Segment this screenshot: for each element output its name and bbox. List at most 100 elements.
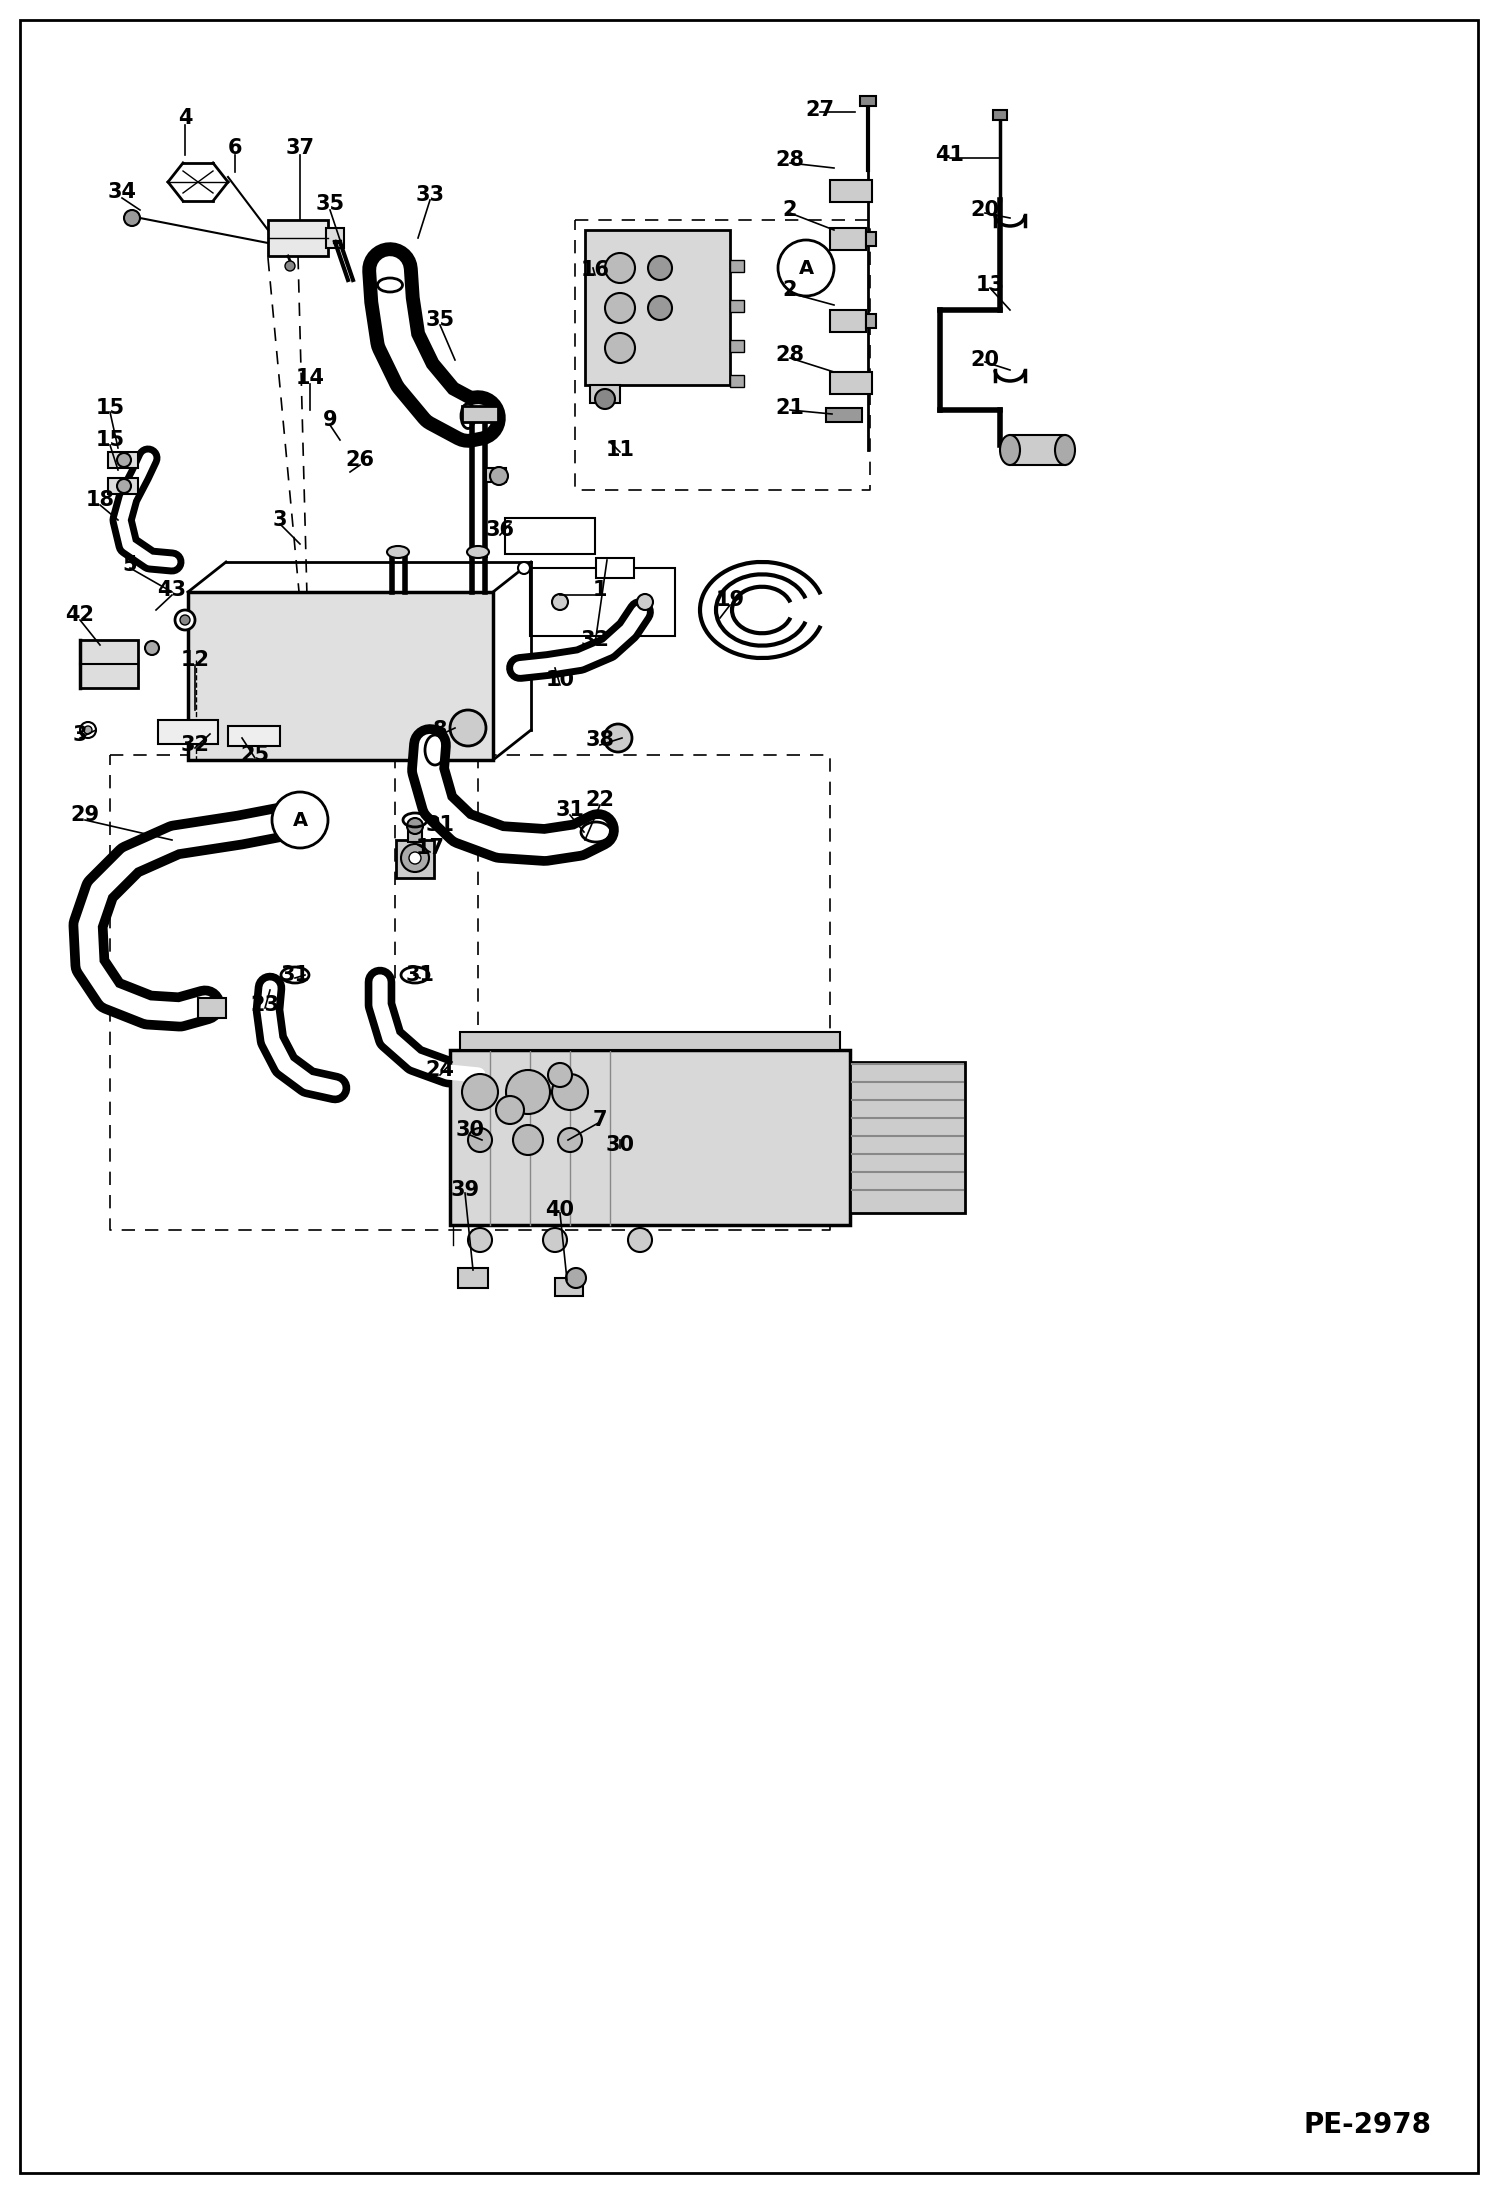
Bar [866, 314, 876, 329]
Bar [830, 228, 866, 250]
Circle shape [407, 818, 422, 833]
Circle shape [512, 1125, 542, 1156]
Circle shape [566, 1268, 586, 1287]
Text: 14: 14 [295, 368, 325, 388]
Circle shape [551, 594, 568, 610]
Circle shape [117, 478, 130, 493]
Text: 7: 7 [593, 1110, 607, 1129]
Text: 34: 34 [108, 182, 136, 202]
Bar [485, 467, 506, 482]
Text: 31: 31 [425, 816, 454, 836]
Text: 26: 26 [346, 450, 374, 469]
Bar [586, 230, 730, 386]
Text: 9: 9 [322, 410, 337, 430]
Bar [730, 375, 745, 386]
Text: 31: 31 [556, 800, 584, 820]
Ellipse shape [1001, 434, 1020, 465]
Bar [860, 96, 876, 105]
Text: 2: 2 [783, 281, 797, 300]
Text: 42: 42 [66, 605, 94, 625]
Text: 33: 33 [415, 184, 445, 204]
Circle shape [409, 853, 421, 864]
Ellipse shape [386, 546, 409, 557]
Text: 28: 28 [776, 344, 804, 364]
Text: 43: 43 [157, 579, 186, 601]
Circle shape [461, 1075, 497, 1110]
Circle shape [649, 257, 673, 281]
Text: 25: 25 [241, 746, 270, 765]
Text: 10: 10 [545, 671, 575, 691]
Circle shape [273, 792, 328, 849]
Circle shape [605, 252, 635, 283]
Bar [458, 1268, 488, 1287]
Bar [866, 232, 876, 246]
Bar [1010, 434, 1065, 465]
Bar [228, 726, 280, 746]
Text: 35: 35 [425, 309, 454, 329]
Text: 32: 32 [180, 735, 210, 754]
Bar [407, 827, 422, 842]
Text: PE-2978: PE-2978 [1303, 2112, 1432, 2138]
Circle shape [649, 296, 673, 320]
Circle shape [551, 1075, 589, 1110]
Text: 17: 17 [415, 838, 445, 857]
Bar [830, 180, 872, 202]
Circle shape [490, 467, 508, 485]
Bar [554, 1279, 583, 1296]
Text: 8: 8 [433, 719, 448, 739]
Text: 23: 23 [250, 996, 280, 1015]
Text: 2: 2 [783, 200, 797, 219]
Bar [730, 261, 745, 272]
Bar [825, 408, 861, 421]
Text: 12: 12 [180, 649, 210, 671]
Text: 40: 40 [545, 1200, 575, 1219]
Bar [108, 452, 138, 467]
Bar [460, 1033, 840, 1050]
Circle shape [175, 610, 195, 629]
Circle shape [506, 1070, 550, 1114]
Text: 19: 19 [716, 590, 745, 610]
Bar [993, 110, 1007, 121]
Circle shape [117, 454, 130, 467]
Circle shape [542, 1228, 568, 1252]
Bar [530, 568, 676, 636]
Bar [730, 340, 745, 353]
Text: 21: 21 [776, 397, 804, 419]
Text: 28: 28 [776, 149, 804, 171]
Text: A: A [292, 811, 307, 829]
Text: 1: 1 [593, 579, 607, 601]
Circle shape [467, 1127, 491, 1151]
Circle shape [496, 1096, 524, 1125]
Text: 4: 4 [178, 107, 192, 127]
Bar [505, 518, 595, 555]
Bar [849, 1061, 965, 1213]
Circle shape [145, 640, 159, 656]
Circle shape [449, 711, 485, 746]
Circle shape [518, 561, 530, 575]
Text: 30: 30 [455, 1121, 484, 1140]
Circle shape [124, 211, 139, 226]
Bar [730, 300, 745, 311]
Circle shape [285, 261, 295, 272]
Text: 3: 3 [73, 726, 87, 746]
Text: 6: 6 [228, 138, 243, 158]
Text: 41: 41 [935, 145, 965, 164]
Circle shape [84, 726, 91, 735]
Text: 31: 31 [280, 965, 310, 985]
Circle shape [401, 844, 428, 873]
Text: 18: 18 [85, 489, 114, 511]
Text: 31: 31 [406, 965, 434, 985]
Text: 37: 37 [286, 138, 315, 158]
Bar [157, 719, 219, 743]
Circle shape [777, 239, 834, 296]
Circle shape [604, 724, 632, 752]
Bar [108, 478, 138, 493]
Bar [395, 840, 434, 877]
Bar [268, 219, 328, 257]
Bar [461, 406, 497, 421]
Circle shape [637, 594, 653, 610]
Text: 20: 20 [971, 200, 999, 219]
Text: 20: 20 [971, 351, 999, 371]
Circle shape [557, 1127, 583, 1151]
Ellipse shape [467, 546, 488, 557]
